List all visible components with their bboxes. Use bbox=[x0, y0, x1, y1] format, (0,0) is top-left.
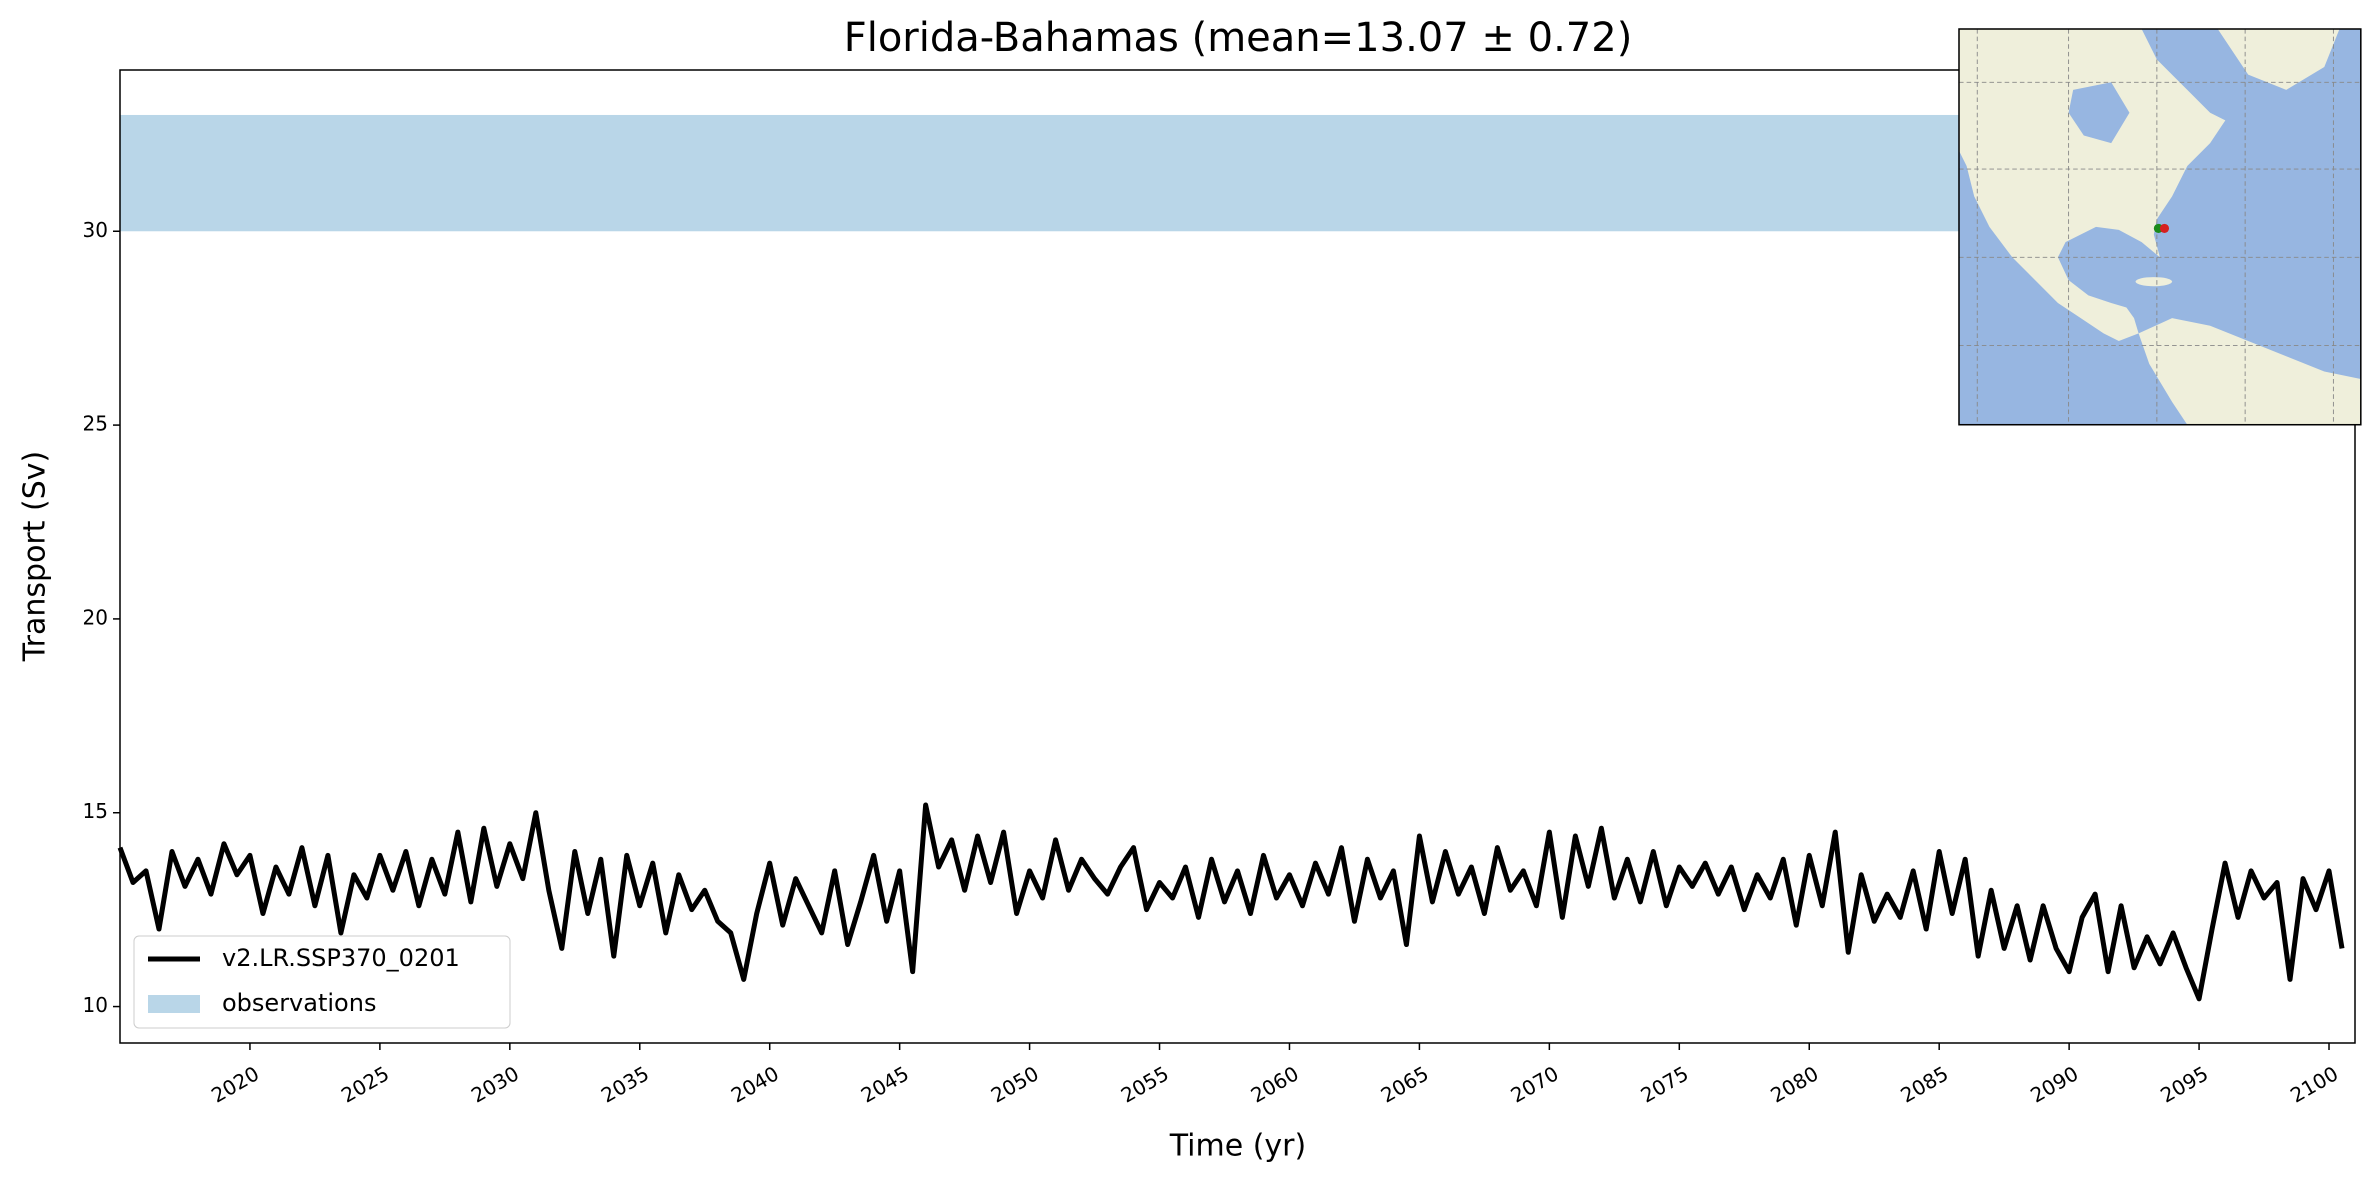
y-tick-label: 20 bbox=[83, 605, 108, 629]
map-inset bbox=[1958, 28, 2362, 426]
x-tick-label: 2040 bbox=[727, 1061, 783, 1107]
x-axis-label: Time (yr) bbox=[1169, 1129, 1306, 1164]
legend-label: v2.LR.SSP370_0201 bbox=[222, 944, 460, 972]
x-tick-label: 2050 bbox=[987, 1061, 1043, 1107]
x-tick-label: 2035 bbox=[597, 1061, 653, 1107]
x-tick-label: 2100 bbox=[2286, 1061, 2342, 1107]
map-grid bbox=[1959, 29, 2361, 425]
y-tick-label: 15 bbox=[83, 799, 108, 823]
section-end bbox=[2159, 223, 2170, 233]
y-tick-label: 10 bbox=[83, 993, 108, 1017]
x-tick-label: 2045 bbox=[857, 1061, 913, 1107]
x-tick-label: 2085 bbox=[1896, 1061, 1952, 1107]
x-tick-label: 2070 bbox=[1507, 1061, 1563, 1107]
legend-swatch bbox=[148, 995, 200, 1013]
x-tick-label: 2080 bbox=[1766, 1061, 1822, 1107]
legend: v2.LR.SSP370_0201 observations bbox=[133, 935, 511, 1029]
x-tick-label: 2065 bbox=[1377, 1061, 1433, 1107]
x-tick-label: 2055 bbox=[1117, 1061, 1173, 1107]
x-tick-label: 2075 bbox=[1636, 1061, 1692, 1107]
y-tick-label: 25 bbox=[83, 412, 108, 436]
hudson-bay bbox=[2068, 82, 2130, 144]
x-tick-label: 2025 bbox=[337, 1061, 393, 1107]
x-tick-label: 2090 bbox=[2026, 1061, 2082, 1107]
legend-box bbox=[133, 935, 511, 1029]
y-tick-label: 30 bbox=[83, 218, 108, 242]
map-frame bbox=[1958, 28, 2362, 426]
series-line bbox=[117, 802, 2345, 1002]
south-america bbox=[2138, 318, 2361, 425]
x-tick-label: 2095 bbox=[2156, 1061, 2212, 1107]
legend-label: observations bbox=[222, 989, 376, 1017]
y-axis-label: Transport (Sv) bbox=[18, 451, 53, 663]
north-america bbox=[1959, 29, 2226, 342]
x-tick-label: 2030 bbox=[467, 1061, 523, 1107]
chart-title: Florida-Bahamas (mean=13.07 ± 0.72) bbox=[844, 15, 1633, 61]
cuba bbox=[2135, 277, 2173, 287]
x-tick-label: 2020 bbox=[207, 1061, 263, 1107]
plot-frame bbox=[119, 69, 2356, 1044]
x-tick-label: 2060 bbox=[1247, 1061, 1303, 1107]
